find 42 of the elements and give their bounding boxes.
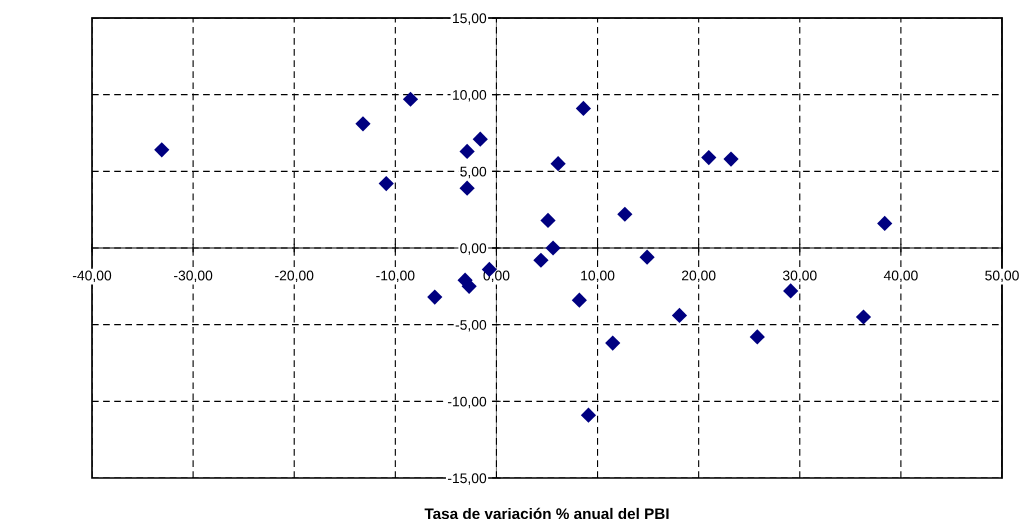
y-tick-label: -15,00 — [447, 473, 487, 485]
point — [378, 175, 394, 192]
x-axis-title: Tasa de variación % anual del PBI — [424, 507, 669, 520]
x-tick-label: -20,00 — [275, 270, 314, 283]
point — [575, 100, 592, 117]
x-tick-label: 20,00 — [681, 270, 716, 283]
y-tick-label: 10,00 — [453, 90, 487, 102]
point — [617, 206, 633, 222]
x-tick-label: -10,00 — [376, 270, 415, 283]
point — [671, 307, 688, 324]
point — [540, 212, 556, 229]
point — [154, 142, 170, 158]
point — [533, 252, 549, 268]
point — [701, 149, 717, 166]
y-tick-label: -10,00 — [447, 396, 487, 409]
y-tick-label: -5,00 — [455, 320, 487, 332]
point — [605, 335, 621, 351]
x-tick-label: -40,00 — [72, 270, 112, 283]
point — [571, 292, 587, 308]
point — [723, 151, 739, 167]
point — [427, 289, 443, 305]
point — [749, 329, 765, 345]
point — [639, 249, 655, 265]
x-tick-label: 30,00 — [782, 270, 817, 283]
y-tick-label: 5,00 — [460, 166, 487, 179]
y-tick-label: 0,00 — [460, 243, 487, 255]
y-tick-label: 15,00 — [453, 13, 487, 25]
x-tick-label: 10,00 — [581, 270, 615, 283]
point — [459, 143, 475, 160]
point — [783, 283, 799, 299]
point — [545, 240, 561, 256]
point — [459, 180, 475, 196]
point — [402, 91, 419, 107]
point — [355, 116, 371, 132]
point — [877, 215, 893, 232]
x-tick-label: 40,00 — [883, 270, 918, 283]
point — [472, 131, 488, 147]
point — [855, 309, 872, 325]
x-tick-label: 50,00 — [985, 270, 1019, 283]
x-tick-label: -30,00 — [174, 270, 213, 283]
point — [550, 156, 566, 172]
point — [580, 407, 597, 423]
